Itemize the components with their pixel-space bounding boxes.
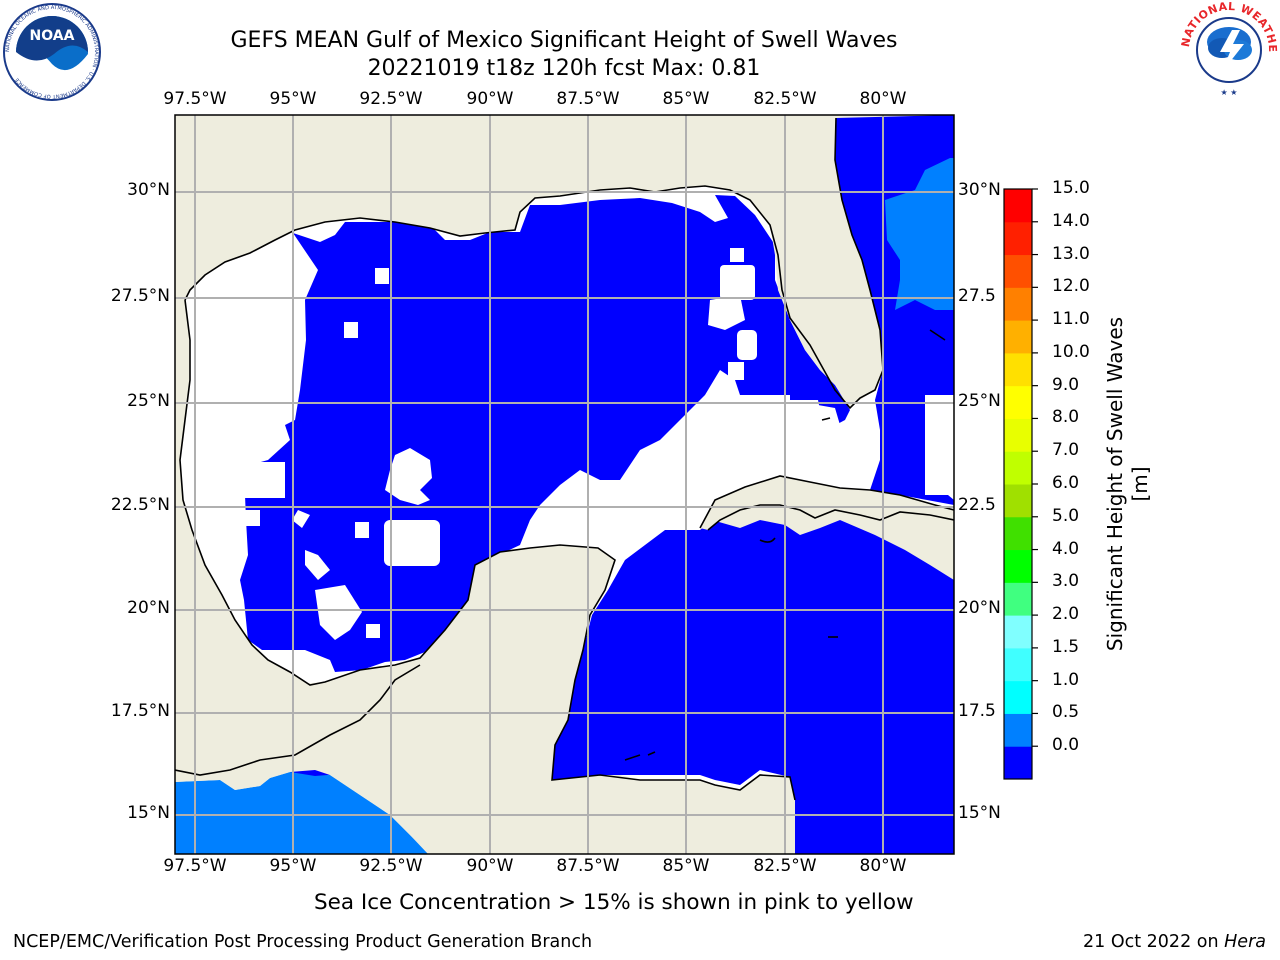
- map-frame: [174, 114, 955, 855]
- footer-credit: NCEP/EMC/Verification Post Processing Pr…: [13, 932, 593, 952]
- lat-label-left: 25°N: [127, 391, 170, 411]
- lat-label-left: 20°N: [127, 598, 170, 618]
- swell-gaps: [242, 248, 932, 640]
- lon-label-bottom: 87.5°W: [556, 856, 620, 876]
- lon-label-bottom: 95°W: [269, 856, 317, 876]
- lat-label-left: 30°N: [127, 180, 170, 200]
- lat-label-left: 15°N: [127, 803, 170, 823]
- colorbar-tick-label: 8.0: [1052, 407, 1080, 428]
- lon-label-top: 97.5°W: [163, 89, 227, 109]
- colorbar-swatch: [1004, 615, 1032, 649]
- lat-label-right: 22.5: [958, 495, 996, 515]
- noaa-logo: NOAA NATIONAL OCEANIC AND ATMOSPHERIC AD…: [3, 3, 101, 101]
- colorbar-swatch: [1004, 647, 1032, 682]
- colorbar-swatch: [1004, 189, 1032, 223]
- lon-label-top: 80°W: [859, 89, 907, 109]
- colorbar-tick-label: 4.0: [1052, 538, 1080, 559]
- colorbar-tick-label: 1.5: [1052, 636, 1080, 657]
- swell-region-caribbean: [552, 520, 954, 854]
- colorbar-swatch: [1004, 484, 1032, 518]
- colorbar-tick-label: 3.0: [1052, 571, 1080, 592]
- colorbar-tick-label: 15.0: [1052, 178, 1090, 198]
- colorbar-title: Significant Height of Swell Waves [m]: [1103, 316, 1152, 652]
- noaa-logo-text: NOAA: [30, 28, 75, 44]
- colorbar-swatch: [1004, 385, 1032, 419]
- swell-region-pacific: [175, 770, 428, 854]
- land-florida: [730, 115, 883, 400]
- lat-label-left: 27.5°N: [110, 286, 170, 306]
- footer-machine: Hera: [1224, 932, 1266, 952]
- swell-mid-atlantic: [885, 158, 954, 310]
- colorbar-tick-label: 5.0: [1052, 505, 1080, 526]
- lat-label-right: 25°N: [958, 391, 1001, 411]
- colorbar-tick-label: 10.0: [1052, 341, 1090, 362]
- lon-label-bottom: 85°W: [662, 856, 710, 876]
- lat-label-right: 27.5: [958, 286, 996, 306]
- lat-label-right: 20°N: [958, 598, 1001, 618]
- colorbar-swatch: [1004, 516, 1032, 551]
- graticule: [175, 115, 954, 854]
- land-yucatan: [175, 545, 795, 854]
- colorbar-swatch: [1004, 451, 1032, 485]
- colorbar-tick-label: 11.0: [1052, 309, 1090, 330]
- colorbar-tick-label: 1.0: [1052, 669, 1080, 690]
- lat-label-left: 17.5°N: [110, 701, 170, 721]
- footer-date: 21 Oct 2022 on Hera: [1083, 932, 1266, 952]
- lon-label-bottom: 90°W: [466, 856, 514, 876]
- title-line-2: 20221019 t18z 120h fcst Max: 0.81: [367, 56, 761, 81]
- colorbar-swatch: [1004, 320, 1032, 354]
- colorbar-swatch: [1004, 254, 1032, 288]
- sea-ice-note: Sea Ice Concentration > 15% is shown in …: [314, 890, 914, 915]
- lon-label-bottom: 97.5°W: [163, 856, 227, 876]
- lon-label-top: 92.5°W: [359, 89, 423, 109]
- land-cuba: [700, 476, 954, 530]
- colorbar-swatch: [1004, 680, 1032, 714]
- colorbar-tick-label: 12.0: [1052, 276, 1090, 297]
- colorbar-tick-label: 0.5: [1052, 702, 1080, 723]
- colorbar-swatch: [1004, 287, 1032, 321]
- lon-label-top: 87.5°W: [556, 89, 620, 109]
- colorbar-swatch: [1004, 352, 1032, 387]
- lon-label-top: 85°W: [662, 89, 710, 109]
- nws-logo: NATIONAL WEATHER SERVICE ★ ★: [1178, 0, 1279, 97]
- colorbar-tick-label: 13.0: [1052, 243, 1090, 264]
- lon-label-top: 90°W: [466, 89, 514, 109]
- chart-title: GEFS MEAN Gulf of Mexico Significant Hei…: [214, 27, 914, 83]
- colorbar-tick-label: 9.0: [1052, 374, 1080, 395]
- lon-label-top: 82.5°W: [753, 89, 817, 109]
- title-line-1: GEFS MEAN Gulf of Mexico Significant Hei…: [230, 28, 898, 53]
- lat-label-right: 15°N: [958, 803, 1001, 823]
- lon-label-bottom: 80°W: [859, 856, 907, 876]
- land-mexico-west: [175, 115, 770, 854]
- colorbar-tick-label: 6.0: [1052, 473, 1080, 493]
- colorbar-swatch: [1004, 549, 1032, 583]
- lon-label-top: 95°W: [269, 89, 317, 109]
- colorbar-swatch: [1004, 713, 1032, 747]
- lat-label-right: 17.5: [958, 701, 996, 721]
- footer-date-text: 21 Oct 2022 on: [1083, 932, 1225, 952]
- svg-text:★ ★: ★ ★: [1221, 88, 1238, 97]
- colorbar-swatch: [1004, 221, 1032, 256]
- colorbar-tick-label: 2.0: [1052, 604, 1080, 625]
- colorbar: [1003, 188, 1038, 780]
- lon-label-bottom: 82.5°W: [753, 856, 817, 876]
- lat-label-right: 30°N: [958, 180, 1001, 200]
- colorbar-tick-label: 0.0: [1052, 735, 1080, 756]
- colorbar-tick-label: 14.0: [1052, 210, 1090, 231]
- colorbar-swatch: [1004, 746, 1032, 780]
- colorbar-tick-label: 7.0: [1052, 440, 1080, 461]
- colorbar-swatch: [1004, 418, 1032, 452]
- lon-label-bottom: 92.5°W: [359, 856, 423, 876]
- lat-label-left: 22.5°N: [110, 495, 170, 515]
- colorbar-swatch: [1004, 582, 1032, 616]
